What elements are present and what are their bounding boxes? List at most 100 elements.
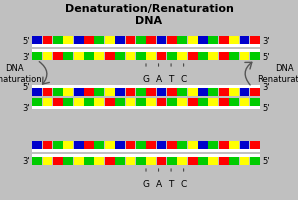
Bar [32,149,260,152]
Bar [74,99,83,106]
Bar [125,157,135,165]
Bar [32,37,42,45]
Text: DNA: DNA [135,16,163,26]
Bar [136,53,146,61]
Bar [43,89,52,97]
FancyArrowPatch shape [39,62,49,85]
Bar [219,141,229,149]
Bar [84,141,94,149]
Bar [240,99,249,106]
Bar [84,157,94,165]
Bar [198,53,208,61]
Text: 3': 3' [22,103,30,112]
Bar [209,99,218,106]
Bar [136,157,146,165]
Bar [32,50,260,53]
Bar [136,37,146,45]
Bar [198,89,208,97]
Bar [53,157,63,165]
Bar [157,37,166,45]
Bar [43,53,52,61]
Bar [219,99,229,106]
Bar [177,99,187,106]
Bar [188,37,198,45]
Bar [53,99,63,106]
Bar [63,53,73,61]
Bar [229,141,239,149]
Bar [84,99,94,106]
Bar [177,37,187,45]
Bar [115,157,125,165]
Bar [209,53,218,61]
Bar [177,157,187,165]
Bar [84,53,94,61]
Bar [53,89,63,97]
Bar [74,141,83,149]
Bar [219,89,229,97]
Bar [250,53,260,61]
Bar [136,99,146,106]
Bar [94,53,104,61]
Text: Denaturation/Renaturation: Denaturation/Renaturation [65,4,233,14]
Text: G: G [142,75,150,84]
Text: 5': 5' [262,157,269,166]
Bar [94,157,104,165]
Text: 5': 5' [262,52,269,61]
Bar [43,141,52,149]
Bar [136,141,146,149]
Text: DNA
Renaturation: DNA Renaturation [257,64,298,83]
Bar [240,89,249,97]
Text: T: T [168,179,174,188]
Bar [43,157,52,165]
Bar [32,157,42,165]
Bar [229,53,239,61]
Bar [125,141,135,149]
Bar [74,37,83,45]
Bar [115,99,125,106]
Bar [74,157,83,165]
Text: T: T [168,75,174,84]
Text: DNA
Denaturation: DNA Denaturation [0,64,42,83]
Bar [94,99,104,106]
Bar [74,53,83,61]
Bar [146,89,156,97]
Text: C: C [181,75,187,84]
Bar [136,89,146,97]
Bar [157,53,166,61]
Bar [188,53,198,61]
Bar [115,53,125,61]
Bar [167,37,177,45]
Bar [229,37,239,45]
Bar [32,106,260,109]
Bar [115,89,125,97]
Bar [94,37,104,45]
Bar [250,99,260,106]
Text: A: A [156,75,162,84]
Bar [229,157,239,165]
Bar [198,37,208,45]
Bar [146,99,156,106]
Bar [177,53,187,61]
Bar [240,141,249,149]
Bar [188,141,198,149]
Bar [63,157,73,165]
Bar [63,89,73,97]
Bar [146,53,156,61]
Bar [209,37,218,45]
Bar [125,89,135,97]
Bar [229,89,239,97]
Bar [250,157,260,165]
Bar [250,89,260,97]
Bar [105,157,115,165]
Bar [32,89,42,97]
Bar [250,37,260,45]
Text: 5': 5' [23,36,30,45]
Bar [125,53,135,61]
Bar [43,99,52,106]
Bar [53,53,63,61]
Bar [125,99,135,106]
Bar [219,53,229,61]
Bar [94,89,104,97]
Bar [32,99,42,106]
Bar [240,157,249,165]
